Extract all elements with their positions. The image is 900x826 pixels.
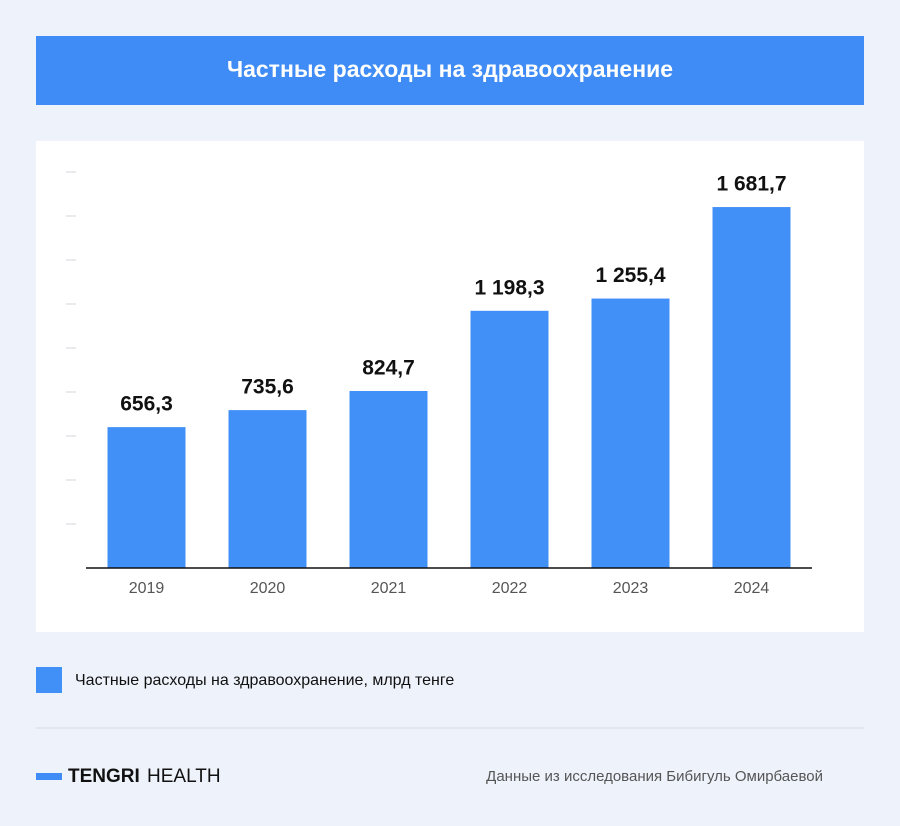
value-label: 735,6 [241, 376, 294, 399]
x-tick-label: 2022 [492, 580, 528, 597]
logo-icon [36, 773, 62, 780]
value-label: 1 681,7 [716, 173, 786, 196]
bar [349, 390, 428, 568]
bar [470, 310, 549, 568]
x-tick-label: 2024 [734, 580, 770, 597]
value-label: 1 198,3 [474, 276, 544, 299]
bar [712, 207, 791, 569]
source-note: Данные из исследования Бибигуль Омирбаев… [486, 768, 823, 785]
value-label: 1 255,4 [595, 264, 665, 287]
brand-bold: TENGRI [68, 766, 140, 787]
brand-light: HEALTH [147, 766, 221, 787]
value-label: 824,7 [362, 357, 415, 380]
bar [591, 298, 670, 568]
x-tick-label: 2023 [613, 580, 649, 597]
legend-swatch [36, 667, 62, 693]
title-banner [36, 36, 864, 105]
bar [107, 427, 186, 568]
x-tick-label: 2019 [129, 580, 165, 597]
bar [228, 410, 307, 568]
chart-title: Частные расходы на здравоохранение [227, 56, 673, 82]
value-label: 656,3 [120, 393, 173, 416]
x-tick-label: 2021 [371, 580, 407, 597]
legend-label: Частные расходы на здравоохранение, млрд… [75, 672, 454, 689]
x-tick-label: 2020 [250, 580, 286, 597]
